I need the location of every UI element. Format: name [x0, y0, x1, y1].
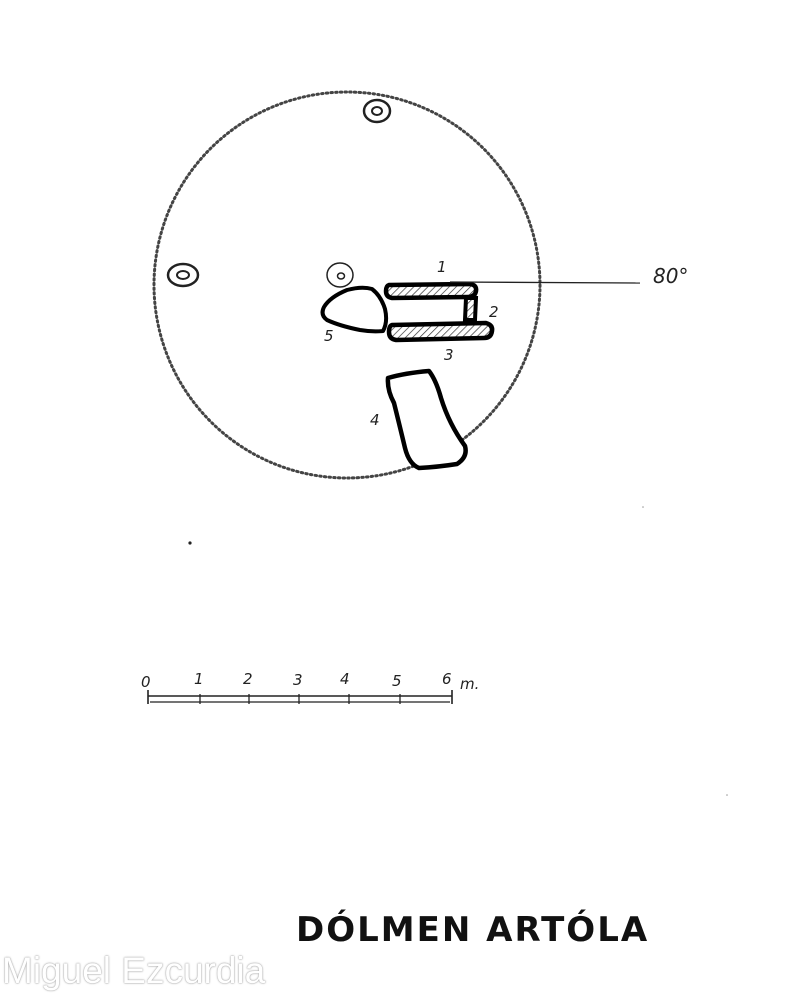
scale-tick-5: 5: [392, 672, 402, 690]
stone-2: [462, 296, 479, 322]
scale-tick-1: 1: [194, 670, 204, 688]
scale-tick-0: 0: [141, 673, 151, 691]
scale-bar: [147, 690, 453, 704]
scale-tick-6: 6: [442, 670, 452, 688]
orientation-label: 80°: [653, 264, 688, 288]
stone-1-label: 1: [437, 258, 447, 276]
watermark: Miguel Ezcurdia: [2, 950, 266, 991]
stone-5: [320, 285, 389, 334]
stone-5-label: 5: [324, 327, 334, 345]
stone-1: [383, 281, 479, 301]
scale-unit: m.: [460, 675, 479, 693]
scale-tick-3: 3: [293, 671, 303, 689]
scale-tick-2: 2: [243, 670, 253, 688]
stone-4: [385, 368, 468, 471]
pit-mark-top: [362, 98, 392, 124]
stone-2-label: 2: [489, 303, 499, 321]
orientation-line: [449, 281, 641, 284]
pit-mark-left: [166, 262, 200, 288]
speck: [642, 506, 644, 508]
ink-dot: [188, 541, 192, 545]
tumulus-outline: [152, 90, 542, 480]
stone-4-label: 4: [370, 411, 380, 429]
stone-3-label: 3: [444, 346, 454, 364]
scale-tick-4: 4: [340, 670, 350, 688]
diagram-title: DÓLMEN ARTÓLA: [296, 909, 649, 950]
pit-mark-center: [326, 262, 354, 288]
speck: [726, 794, 728, 796]
stone-3: [386, 320, 495, 343]
